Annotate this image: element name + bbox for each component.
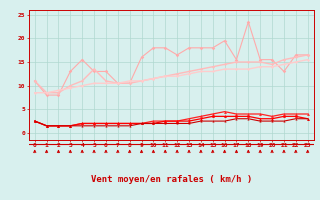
Text: Vent moyen/en rafales ( km/h ): Vent moyen/en rafales ( km/h ) (91, 174, 252, 184)
